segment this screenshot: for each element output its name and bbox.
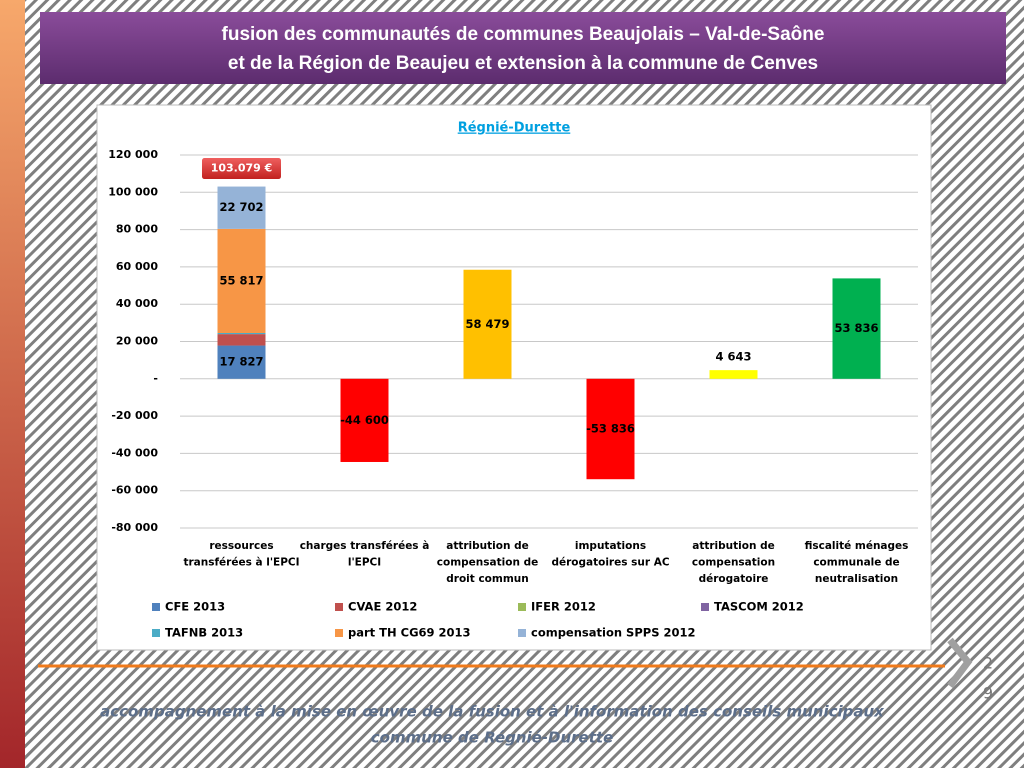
y-tick-label: -80 000 bbox=[111, 521, 158, 534]
legend-label: IFER 2012 bbox=[531, 600, 596, 614]
x-tick-label: charges transférées à bbox=[300, 540, 430, 552]
bar bbox=[217, 345, 266, 379]
data-label: 4 643 bbox=[715, 350, 751, 364]
legend-swatch bbox=[152, 629, 160, 637]
bar bbox=[463, 269, 512, 379]
x-tick-label: neutralisation bbox=[815, 573, 898, 585]
x-tick-label: transférées à l'EPCI bbox=[183, 557, 299, 569]
legend-swatch bbox=[701, 603, 709, 611]
legend-swatch bbox=[152, 603, 160, 611]
legend-swatch bbox=[335, 629, 343, 637]
bar bbox=[709, 370, 758, 379]
legend-swatch bbox=[518, 603, 526, 611]
x-tick-label: attribution de bbox=[446, 540, 529, 552]
data-label: 22 702 bbox=[219, 200, 263, 214]
y-tick-label: 20 000 bbox=[116, 335, 158, 348]
legend-label: compensation SPPS 2012 bbox=[531, 626, 696, 640]
y-tick-label: -20 000 bbox=[111, 409, 158, 422]
x-tick-label: compensation de bbox=[437, 557, 538, 569]
x-tick-label: communale de bbox=[813, 557, 899, 569]
x-tick-label: attribution de bbox=[692, 540, 775, 552]
page-number: 9 bbox=[983, 684, 993, 703]
annotation-box bbox=[201, 157, 282, 181]
x-tick-label: droit commun bbox=[446, 573, 528, 585]
header-title: et de la Région de Beaujeu et extension … bbox=[228, 53, 818, 74]
legend-swatch bbox=[518, 629, 526, 637]
bar bbox=[217, 228, 266, 333]
page-number: 2 bbox=[983, 654, 993, 673]
bar bbox=[340, 378, 389, 462]
y-tick-label: -60 000 bbox=[111, 484, 158, 497]
bar bbox=[217, 332, 266, 335]
y-tick-label: -40 000 bbox=[111, 446, 158, 459]
annotation: 103.079 € bbox=[211, 162, 273, 175]
data-label: -53 836 bbox=[586, 422, 635, 436]
y-tick-label: 120 000 bbox=[108, 148, 158, 161]
x-tick-label: l'EPCI bbox=[348, 557, 381, 569]
side-strip bbox=[0, 0, 25, 768]
x-tick-label: compensation bbox=[692, 557, 775, 569]
y-tick-label: 100 000 bbox=[108, 185, 158, 198]
bar bbox=[217, 186, 266, 229]
data-label: 55 817 bbox=[219, 273, 263, 287]
chart-title: Régnié-Durette bbox=[458, 121, 571, 136]
x-tick-label: ressources bbox=[209, 540, 273, 552]
header-box bbox=[40, 12, 1006, 84]
y-tick-label: - bbox=[153, 372, 158, 385]
y-tick-label: 80 000 bbox=[116, 223, 158, 236]
bar bbox=[586, 378, 635, 480]
legend-swatch bbox=[335, 603, 343, 611]
x-tick-label: dérogatoires sur AC bbox=[551, 557, 669, 569]
x-tick-label: imputations bbox=[575, 540, 646, 552]
footer-text: accompagnement à la mise en œuvre de la … bbox=[100, 703, 885, 721]
x-tick-label: dérogatoire bbox=[699, 573, 769, 585]
header-title: fusion des communautés de communes Beauj… bbox=[222, 24, 825, 45]
data-label: 58 479 bbox=[465, 317, 509, 331]
y-tick-label: 40 000 bbox=[116, 297, 158, 310]
chevron bbox=[947, 637, 973, 689]
data-label: -44 600 bbox=[340, 413, 389, 427]
x-tick-label: fiscalité ménages bbox=[805, 540, 909, 552]
bar bbox=[832, 278, 881, 379]
legend-label: TASCOM 2012 bbox=[714, 600, 804, 614]
legend-label: CVAE 2012 bbox=[348, 600, 417, 614]
footer-text: commune de Régnié-Durette bbox=[371, 729, 614, 747]
data-label: 53 836 bbox=[834, 321, 878, 335]
legend-label: CFE 2013 bbox=[165, 600, 225, 614]
y-tick-label: 60 000 bbox=[116, 260, 158, 273]
data-label: 17 827 bbox=[219, 355, 263, 369]
legend-label: part TH CG69 2013 bbox=[348, 626, 471, 640]
bar bbox=[217, 334, 266, 346]
legend-label: TAFNB 2013 bbox=[165, 626, 243, 640]
